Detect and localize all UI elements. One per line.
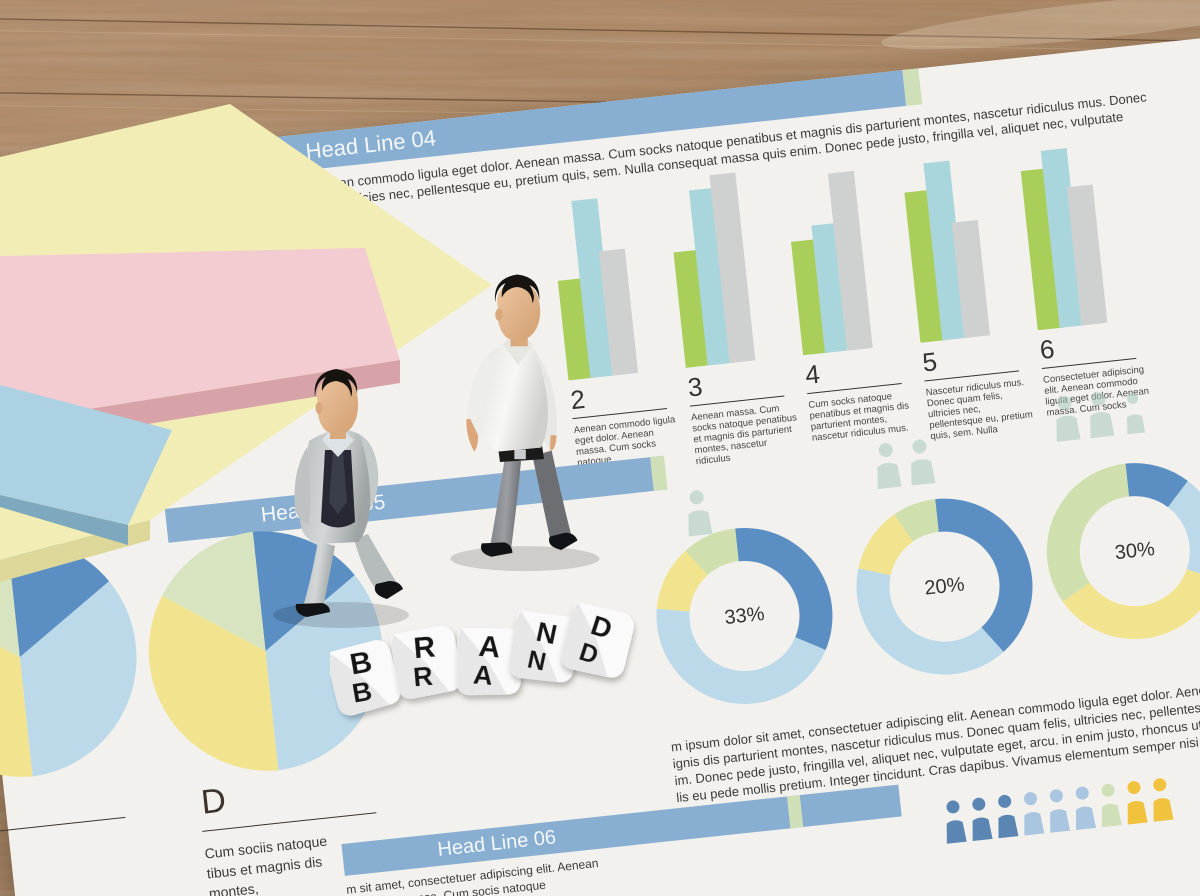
svg-text:R: R xyxy=(412,661,434,693)
svg-text:A: A xyxy=(472,659,494,691)
svg-text:R: R xyxy=(412,631,437,666)
